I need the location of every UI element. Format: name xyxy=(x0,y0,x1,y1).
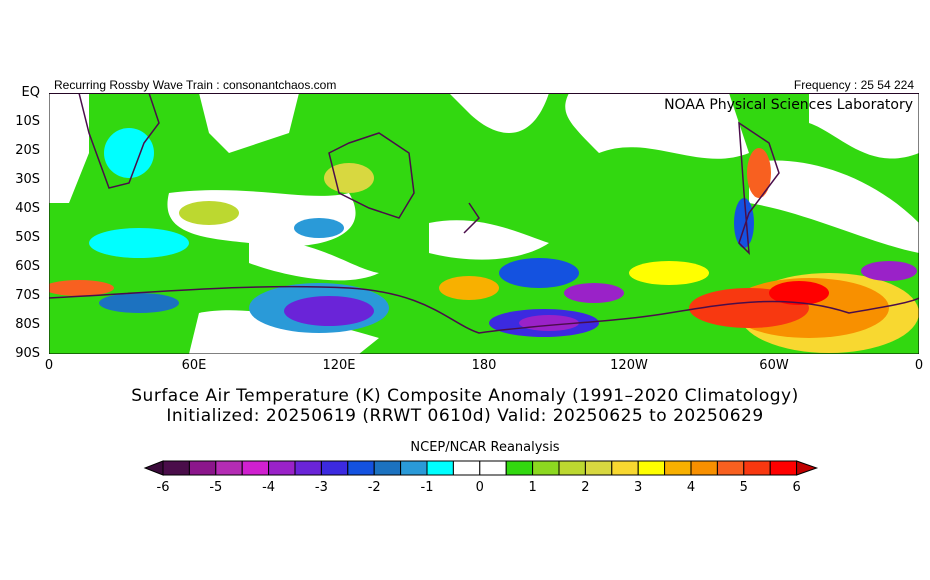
lon-label: 0 xyxy=(44,358,54,373)
colorbar-box xyxy=(268,460,296,476)
lon-label: 60E xyxy=(181,358,207,373)
lon-label: 180 xyxy=(471,358,497,373)
cold-anomalies xyxy=(89,128,917,337)
title-line-2: Initialized: 20250619 (RRWT 0610d) Valid… xyxy=(166,406,764,426)
lat-label: 10S xyxy=(15,114,40,129)
colorbar-box xyxy=(320,460,349,476)
colorbar-box xyxy=(690,460,718,476)
colorbar-box xyxy=(188,460,217,476)
colorbar-tick-label: -5 xyxy=(209,480,223,495)
neutral-regions xyxy=(49,93,919,354)
lab-label: NOAA Physical Sciences Laboratory xyxy=(664,97,913,113)
lon-label: 120W xyxy=(610,358,648,373)
colorbar-box xyxy=(479,460,507,476)
colorbar-box xyxy=(373,460,402,476)
lon-label: 120E xyxy=(322,358,356,373)
colorbar-box xyxy=(505,460,534,476)
colorbar-box xyxy=(769,460,798,476)
colorbar-box xyxy=(611,460,639,476)
colorbar-box xyxy=(347,460,375,476)
colorbar-tick-label: 3 xyxy=(634,480,643,495)
header-left-text: Recurring Rossby Wave Train : consonantc… xyxy=(54,78,337,92)
colorbar-tick-label: 2 xyxy=(581,480,590,495)
colorbar-box xyxy=(426,460,454,476)
colorbar-tick-label: 5 xyxy=(739,480,748,495)
colorbar-box xyxy=(664,460,692,476)
colorbar-tick-label: -6 xyxy=(156,480,170,495)
lat-label: 40S xyxy=(15,201,40,216)
colorbar-tick-label: -3 xyxy=(314,480,328,495)
colorbar-source: NCEP/NCAR Reanalysis xyxy=(410,440,560,455)
lat-label: 60S xyxy=(15,259,40,274)
colorbar xyxy=(143,460,819,476)
colorbar-box xyxy=(532,460,560,476)
lat-label: EQ xyxy=(21,85,40,100)
coastlines xyxy=(49,93,919,334)
colorbar-box xyxy=(452,460,481,476)
lat-label: 20S xyxy=(15,143,40,158)
colorbar-box xyxy=(637,460,666,476)
colorbar-tick-label: 1 xyxy=(528,480,537,495)
lat-label: 70S xyxy=(15,288,40,303)
colorbar-over-arrow xyxy=(796,460,819,476)
colorbar-tick-label: 4 xyxy=(686,480,696,495)
colorbar-box xyxy=(558,460,586,476)
colorbar-box xyxy=(294,460,322,476)
lon-label: 0 xyxy=(914,358,924,373)
colorbar-box xyxy=(215,460,243,476)
colorbar-tick-label: 0 xyxy=(475,480,484,495)
colorbar-box xyxy=(241,460,270,476)
warm-anomalies xyxy=(49,148,919,353)
colorbar-box xyxy=(162,460,190,476)
colorbar-box xyxy=(743,460,771,476)
lat-label: 90S xyxy=(15,346,40,361)
colorbar-tick-label: -2 xyxy=(367,480,381,495)
title-line-1: Surface Air Temperature (K) Composite An… xyxy=(131,386,799,406)
colorbar-box xyxy=(716,460,745,476)
colorbar-tick-label: 6 xyxy=(792,480,801,495)
lat-label: 50S xyxy=(15,230,40,245)
lat-label: 80S xyxy=(15,317,40,332)
colorbar-box xyxy=(584,460,613,476)
header-right-text: Frequency : 25 54 224 xyxy=(793,78,914,92)
colorbar-under-arrow xyxy=(143,460,164,476)
colorbar-tick-label: -4 xyxy=(262,480,276,495)
lon-label: 60W xyxy=(759,358,789,373)
anomaly-map: NOAA Physical Sciences Laboratory xyxy=(49,93,919,354)
colorbar-tick-label: -1 xyxy=(420,480,434,495)
colorbar-box xyxy=(400,460,428,476)
lat-label: 30S xyxy=(15,172,40,187)
